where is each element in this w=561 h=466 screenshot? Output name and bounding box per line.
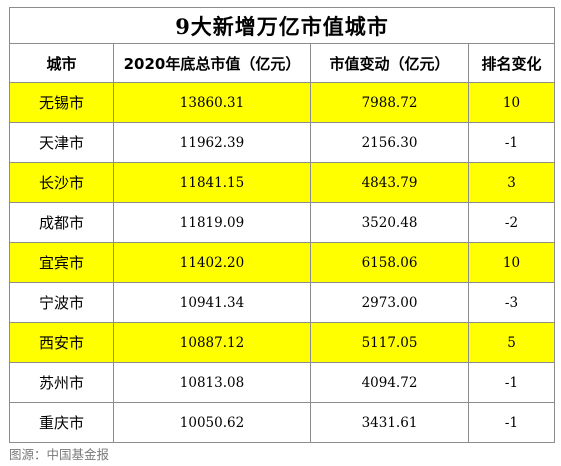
rank-change-cell: -1 <box>468 122 555 163</box>
city-cell: 成都市 <box>9 202 114 243</box>
total-market-cap-cell: 10941.34 <box>113 282 311 323</box>
title-row: 9大新增万亿市值城市 <box>9 7 555 44</box>
table-row: 西安市 10887.12 5117.05 5 <box>9 322 555 363</box>
header-total-market-cap: 2020年底总市值（亿元） <box>113 43 311 83</box>
table-row: 无锡市 13860.31 7988.72 10 <box>9 82 555 123</box>
rank-change-cell: -1 <box>468 362 555 403</box>
market-cap-change-cell: 4843.79 <box>310 162 469 203</box>
rank-change-cell: 10 <box>468 82 555 123</box>
rank-change-cell: -3 <box>468 282 555 323</box>
rank-change-cell: 10 <box>468 242 555 283</box>
total-market-cap-cell: 10887.12 <box>113 322 311 363</box>
market-cap-change-cell: 2156.30 <box>310 122 469 163</box>
city-cell: 无锡市 <box>9 82 114 123</box>
table-body: 无锡市 13860.31 7988.72 10 天津市 11962.39 2156.30 -1… <box>9 82 555 443</box>
city-cell: 西安市 <box>9 322 114 363</box>
market-cap-change-cell: 7988.72 <box>310 82 469 123</box>
market-cap-change-cell: 3520.48 <box>310 202 469 243</box>
header-market-cap-change: 市值变动（亿元） <box>310 43 469 83</box>
city-cell: 重庆市 <box>9 402 114 443</box>
total-market-cap-cell: 10813.08 <box>113 362 311 403</box>
city-cell: 天津市 <box>9 122 114 163</box>
total-market-cap-cell: 10050.62 <box>113 402 311 443</box>
rank-change-cell: 5 <box>468 322 555 363</box>
total-market-cap-cell: 11841.15 <box>113 162 311 203</box>
header-row: 城市 2020年底总市值（亿元） 市值变动（亿元） 排名变化 <box>9 43 555 83</box>
table-row: 宁波市 10941.34 2973.00 -3 <box>9 282 555 323</box>
table-row: 成都市 11819.09 3520.48 -2 <box>9 202 555 243</box>
rank-change-cell: 3 <box>468 162 555 203</box>
market-cap-change-cell: 5117.05 <box>310 322 469 363</box>
total-market-cap-cell: 13860.31 <box>113 82 311 123</box>
total-market-cap-cell: 11402.20 <box>113 242 311 283</box>
city-cell: 长沙市 <box>9 162 114 203</box>
market-cap-change-cell: 4094.72 <box>310 362 469 403</box>
table-row: 苏州市 10813.08 4094.72 -1 <box>9 362 555 403</box>
table-title: 9大新增万亿市值城市 <box>9 7 555 44</box>
image-source: 图源：中国基金报 <box>9 447 110 462</box>
table-row: 宜宾市 11402.20 6158.06 10 <box>9 242 555 283</box>
rank-change-cell: -2 <box>468 202 555 243</box>
city-cell: 宁波市 <box>9 282 114 323</box>
total-market-cap-cell: 11962.39 <box>113 122 311 163</box>
table-row: 天津市 11962.39 2156.30 -1 <box>9 122 555 163</box>
market-cap-table-container: 9大新增万亿市值城市 城市 2020年底总市值（亿元） 市值变动（亿元） 排名变… <box>9 7 555 443</box>
market-cap-change-cell: 3431.61 <box>310 402 469 443</box>
market-cap-change-cell: 2973.00 <box>310 282 469 323</box>
header-rank-change: 排名变化 <box>468 43 555 83</box>
header-city: 城市 <box>9 43 114 83</box>
city-cell: 苏州市 <box>9 362 114 403</box>
table-row: 重庆市 10050.62 3431.61 -1 <box>9 402 555 443</box>
rank-change-cell: -1 <box>468 402 555 443</box>
market-cap-table: 9大新增万亿市值城市 城市 2020年底总市值（亿元） 市值变动（亿元） 排名变… <box>9 7 555 443</box>
city-cell: 宜宾市 <box>9 242 114 283</box>
market-cap-change-cell: 6158.06 <box>310 242 469 283</box>
total-market-cap-cell: 11819.09 <box>113 202 311 243</box>
table-row: 长沙市 11841.15 4843.79 3 <box>9 162 555 203</box>
